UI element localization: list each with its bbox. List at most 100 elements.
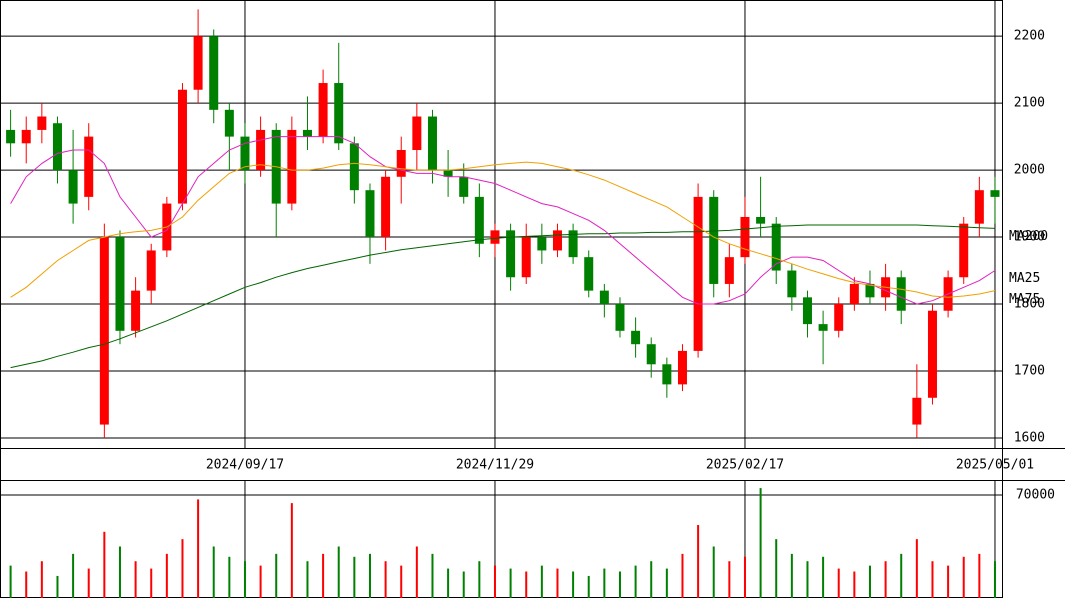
candle-body — [84, 136, 94, 197]
candle-body — [443, 170, 453, 177]
volume-bar — [868, 565, 871, 598]
candle-body — [349, 143, 359, 191]
candle-body — [990, 190, 1000, 197]
x-tick-label: 2024/11/29 — [456, 458, 534, 473]
volume-bar — [322, 553, 325, 598]
candle-body — [631, 330, 641, 345]
candle-body — [959, 223, 969, 278]
volume-bar — [337, 546, 340, 598]
candle-body — [334, 83, 344, 144]
volume-bar — [368, 553, 371, 598]
candle-body — [802, 297, 812, 325]
volume-bar — [775, 539, 778, 598]
volume-bar — [181, 539, 184, 598]
x-tick-label: 2024/09/17 — [206, 458, 284, 473]
volume-bar — [525, 571, 528, 598]
volume-bar — [712, 546, 715, 598]
candle-body — [177, 89, 187, 204]
volume-bar — [962, 556, 965, 598]
candle-body — [740, 216, 750, 258]
candle-body — [771, 223, 781, 271]
candle-body — [193, 36, 203, 90]
candle-body — [818, 324, 828, 331]
volume-bar — [447, 568, 450, 598]
volume-bar — [384, 561, 387, 598]
candle-body — [927, 310, 937, 398]
volume-bar — [806, 561, 809, 598]
volume-bar — [743, 556, 746, 598]
candle-body — [709, 196, 719, 284]
volume-bar — [978, 553, 981, 598]
candle-body — [615, 304, 625, 331]
candle-body — [584, 257, 594, 291]
candle-body — [37, 116, 47, 130]
volume-bar — [275, 553, 278, 598]
candle-body — [646, 344, 656, 365]
volume-bar — [212, 546, 215, 598]
candle-body — [787, 270, 797, 298]
y-tick-label: 1600 — [1014, 430, 1045, 445]
volume-bar — [40, 561, 43, 598]
candle-body — [662, 364, 672, 385]
candle-body — [552, 230, 562, 251]
y-tick-label: 1900 — [1014, 230, 1045, 245]
candle-body — [68, 170, 78, 204]
candle-body — [474, 196, 484, 244]
volume-bar — [947, 565, 950, 598]
volume-bar — [165, 553, 168, 598]
volume-bar — [87, 568, 90, 598]
volume-bar — [415, 546, 418, 598]
candle-body — [724, 257, 734, 284]
volume-bar — [56, 575, 59, 598]
candle-body — [115, 237, 125, 331]
volume-bar — [306, 561, 309, 598]
y-tick-label: 2100 — [1014, 96, 1045, 111]
volume-bar — [150, 568, 153, 598]
volume-bar — [884, 561, 887, 598]
candle-body — [599, 290, 609, 305]
candle-body — [131, 290, 141, 331]
volume-bar — [728, 561, 731, 598]
volume-bar — [681, 553, 684, 598]
volume-bar — [228, 556, 231, 598]
moving-average — [10, 224, 996, 369]
candle-body — [974, 190, 984, 224]
volume-bar — [493, 565, 496, 598]
candle-body — [256, 129, 266, 171]
candle-body — [396, 150, 406, 177]
volume-bar — [509, 568, 512, 598]
candle-body — [677, 350, 687, 385]
candle-body — [209, 36, 219, 110]
volume-bar — [462, 571, 465, 598]
candle-body — [756, 216, 766, 224]
y-tick-label: 2200 — [1014, 29, 1045, 44]
candle-body — [537, 237, 547, 251]
candle-body — [365, 190, 375, 238]
volume-bar — [603, 568, 606, 598]
candle-body — [52, 123, 62, 171]
legend-label: MA200 — [1009, 229, 1048, 244]
candle-body — [381, 176, 391, 238]
candle-body — [21, 129, 31, 144]
volume-bar — [431, 553, 434, 598]
volume-bar — [353, 556, 356, 598]
volume-bar — [915, 539, 918, 598]
candle-body — [834, 304, 844, 331]
volume-bar — [572, 571, 575, 598]
candle-body — [459, 176, 469, 197]
volume-bar — [25, 571, 28, 598]
candle-body — [865, 283, 875, 298]
volume-bar — [634, 565, 637, 598]
volume-bar — [290, 503, 293, 598]
candle-body — [912, 397, 922, 425]
candle-body — [412, 116, 422, 151]
moving-average — [10, 161, 996, 298]
x-tick-label: 2025/02/17 — [706, 458, 784, 473]
volume-bar — [853, 571, 856, 598]
candle-body — [146, 250, 156, 291]
candle-body — [240, 136, 250, 171]
legend-label: MA75 — [1009, 292, 1040, 307]
volume-bar — [900, 553, 903, 598]
volume-bar — [197, 499, 200, 598]
